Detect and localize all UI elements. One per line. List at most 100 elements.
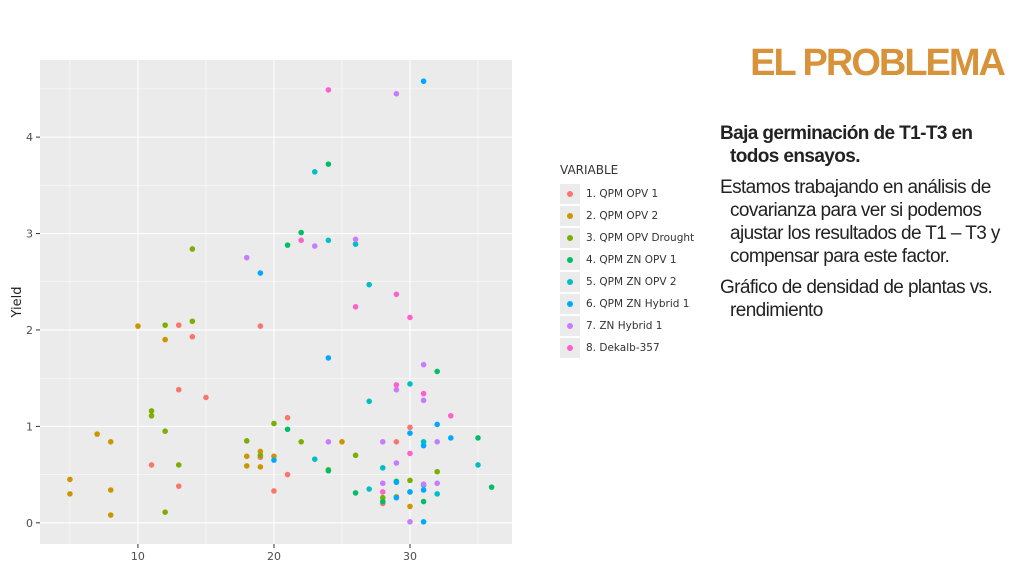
legend-item: 1. QPM OPV 1: [560, 183, 710, 205]
legend-key: [560, 250, 580, 270]
data-point: [488, 484, 495, 490]
legend-key: [560, 206, 580, 226]
legend-key: [560, 338, 580, 358]
data-point: [257, 448, 264, 455]
data-point: [420, 498, 427, 505]
legend-marker: [567, 235, 573, 241]
data-point: [434, 468, 440, 475]
data-point: [271, 453, 277, 460]
data-point: [434, 421, 440, 428]
data-point: [162, 336, 168, 343]
data-point: [379, 480, 386, 487]
series-1: [148, 322, 413, 507]
legend-label: 7. ZN Hybrid 1: [586, 320, 663, 332]
data-point: [352, 236, 359, 243]
data-point: [420, 481, 427, 488]
data-point: [447, 412, 454, 419]
x-tick-label: 20: [267, 550, 281, 563]
data-point: [407, 519, 413, 525]
data-point: [325, 439, 332, 445]
data-point: [420, 442, 427, 449]
data-point: [257, 270, 264, 276]
data-point: [107, 487, 114, 493]
legend-item: 5. QPM ZN OPV 2: [560, 271, 710, 293]
data-point: [420, 397, 427, 404]
legend-label: 6. QPM ZN Hybrid 1: [586, 298, 690, 310]
data-point: [175, 386, 182, 393]
data-point: [271, 457, 277, 463]
data-point: [203, 394, 209, 401]
legend-marker: [567, 301, 573, 307]
data-point: [393, 386, 400, 393]
legend-item: 6. QPM ZN Hybrid 1: [560, 293, 710, 315]
data-point: [271, 488, 277, 494]
data-point: [475, 435, 481, 441]
bullet-low-germination: Baja germinación de T1-T3 en todos ensay…: [720, 123, 973, 167]
data-point: [379, 494, 386, 501]
x-tick-label: 10: [131, 550, 145, 563]
legend-item: 4. QPM ZN OPV 1: [560, 249, 710, 271]
data-point: [298, 229, 304, 236]
series-6: [257, 78, 454, 525]
legend-title: VARIABLE: [560, 163, 619, 177]
data-point: [407, 503, 413, 510]
series-8: [298, 87, 454, 495]
data-point: [148, 408, 155, 414]
data-point: [148, 462, 155, 468]
data-point: [339, 439, 345, 445]
data-point: [175, 483, 182, 489]
data-point: [243, 453, 250, 460]
data-point: [379, 465, 386, 471]
data-point: [366, 486, 372, 492]
data-point: [189, 246, 196, 252]
data-point: [162, 509, 168, 515]
series-2: [67, 323, 413, 518]
data-point: [298, 237, 304, 244]
series-5: [311, 169, 481, 497]
data-point: [352, 241, 359, 247]
data-point: [407, 424, 413, 431]
data-point: [135, 323, 141, 329]
data-point: [434, 368, 440, 375]
data-point: [407, 450, 413, 457]
data-point: [420, 78, 427, 85]
data-point: [434, 480, 440, 487]
legend-label: 2. QPM OPV 2: [586, 210, 659, 222]
data-point: [379, 498, 386, 505]
data-point: [393, 439, 400, 445]
data-point: [379, 489, 386, 495]
data-point: [189, 318, 196, 325]
data-point: [284, 414, 291, 421]
data-point: [325, 87, 332, 93]
y-tick-label: 1: [26, 420, 33, 433]
data-point: [325, 355, 332, 361]
data-point: [175, 322, 182, 328]
data-point: [366, 398, 372, 405]
data-point: [311, 456, 318, 462]
data-point: [420, 519, 427, 525]
data-point: [298, 439, 304, 445]
data-point: [393, 291, 400, 298]
y-tick-label: 3: [26, 228, 33, 241]
data-point: [189, 333, 196, 340]
data-point: [271, 420, 277, 427]
legend-marker: [567, 257, 573, 263]
legend-marker: [567, 345, 573, 351]
data-point: [257, 452, 264, 459]
legend-label: 1. QPM OPV 1: [586, 188, 659, 200]
data-point: [475, 462, 481, 468]
data-point: [407, 430, 413, 436]
data-point: [352, 490, 359, 496]
data-point: [366, 281, 372, 288]
data-point: [94, 431, 100, 437]
data-point: [393, 90, 400, 97]
y-tick-label: 2: [26, 324, 33, 337]
legend-key: [560, 228, 580, 248]
data-point: [420, 487, 427, 493]
legend-marker: [567, 213, 573, 219]
bullet-covariance-analysis: Estamos trabajando en análisis de covari…: [720, 177, 1000, 267]
plot-panel: [40, 60, 512, 544]
data-point: [257, 464, 264, 470]
data-point: [352, 452, 359, 459]
